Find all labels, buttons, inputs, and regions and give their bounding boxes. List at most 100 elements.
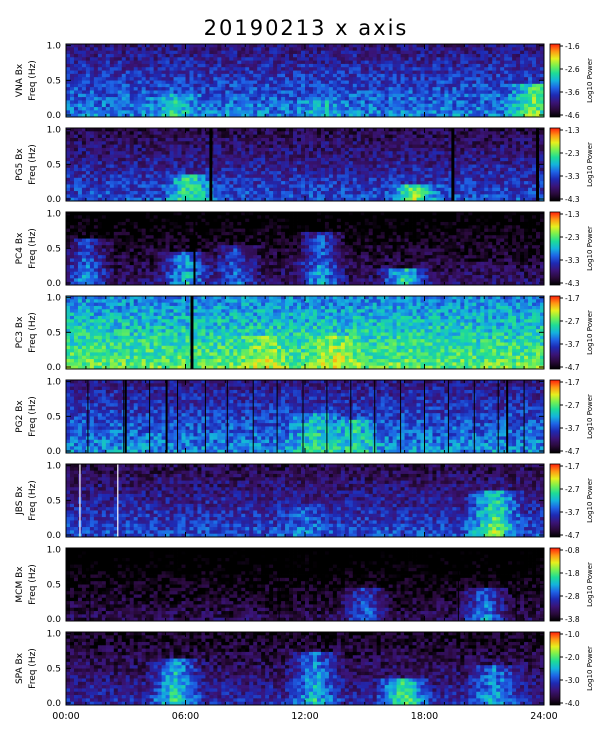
y-tick-label: 0.5 bbox=[47, 160, 61, 170]
colorbar-tick-label: -2.3 bbox=[565, 149, 580, 158]
colorbar-tick-label: -1.3 bbox=[565, 126, 580, 135]
y-axis-label: Freq (Hz) bbox=[28, 228, 38, 269]
data-gap bbox=[536, 128, 540, 201]
y-tick-label: 0.0 bbox=[47, 699, 62, 709]
colorbar-tick-label: -4.3 bbox=[565, 195, 580, 204]
colorbar-tick-label: -1.7 bbox=[565, 462, 580, 471]
colorbar-tick-label: -4.0 bbox=[565, 699, 580, 708]
colorbar-label: Log10 Power bbox=[586, 478, 594, 523]
station-label: JBS Bx bbox=[15, 485, 25, 515]
colorbar bbox=[549, 547, 561, 622]
y-tick-label: 1.0 bbox=[47, 42, 62, 52]
y-axis-label: Freq (Hz) bbox=[28, 144, 38, 185]
colorbar-tick-label: -3.7 bbox=[565, 508, 580, 517]
colorbar bbox=[549, 295, 561, 370]
y-tick-label: 0.0 bbox=[47, 279, 62, 289]
y-tick-label: 0.0 bbox=[47, 111, 62, 121]
y-tick-label: 0.0 bbox=[47, 531, 62, 541]
colorbar-tick-label: -4.7 bbox=[565, 531, 580, 540]
colorbar-tick-label: -3.3 bbox=[565, 172, 580, 181]
x-tick-label: 12:00 bbox=[291, 711, 318, 722]
station-label: PG2 Bx bbox=[15, 400, 25, 433]
data-gap bbox=[209, 128, 213, 201]
colorbar-tick-label: -3.7 bbox=[565, 424, 580, 433]
panel-5: 0.0 0.5 1.0 PG2 Bx Freq (Hz) -1.7 -2.7 -3.7 -4.7… bbox=[15, 378, 594, 457]
station-label: PG5 Bx bbox=[15, 148, 25, 181]
y-tick-label: 1.0 bbox=[47, 546, 62, 556]
panel-1: 0.0 0.5 1.0 VNA Bx Freq (Hz) -1.6 -2.6 -3.6 -4.6… bbox=[15, 42, 594, 121]
x-tick-label: 06:00 bbox=[172, 711, 199, 722]
y-axis-label: Freq (Hz) bbox=[28, 312, 38, 353]
y-tick-label: 1.0 bbox=[47, 378, 62, 388]
station-label: PC4 Bx bbox=[15, 232, 25, 264]
colorbar-tick-label: -4.7 bbox=[565, 363, 580, 372]
colorbar-label: Log10 Power bbox=[586, 394, 594, 439]
colorbar-label: Log10 Power bbox=[586, 562, 594, 607]
colorbar-tick-label: -4.7 bbox=[565, 447, 580, 456]
colorbar-tick-label: -2.7 bbox=[565, 401, 580, 410]
colorbar-tick-label: -2.7 bbox=[565, 317, 580, 326]
colorbar-tick-label: -2.7 bbox=[565, 485, 580, 494]
station-label: MCM Bx bbox=[15, 566, 25, 603]
colorbar-tick-label: -3.8 bbox=[565, 615, 580, 624]
panel-8: 0.0 0.5 1.0 SPA Bx Freq (Hz) -1.0 -2.0 -3.0 -4.0… bbox=[15, 630, 594, 709]
data-gap bbox=[190, 296, 194, 369]
x-tick-label: 00:00 bbox=[52, 711, 79, 722]
y-tick-label: 1.0 bbox=[47, 210, 62, 220]
colorbar bbox=[549, 379, 561, 454]
colorbar-label: Log10 Power bbox=[586, 226, 594, 271]
panel-7: 0.0 0.5 1.0 MCM Bx Freq (Hz) -0.8 -1.8 -2.8 -3.8… bbox=[15, 546, 594, 625]
y-axis-label: Freq (Hz) bbox=[28, 648, 38, 689]
x-tick-label: 24:00 bbox=[530, 711, 557, 722]
y-axis-label: Freq (Hz) bbox=[28, 396, 38, 437]
colorbar-tick-label: -3.7 bbox=[565, 340, 580, 349]
colorbar-tick-label: -3.0 bbox=[565, 676, 580, 685]
colorbar bbox=[549, 127, 561, 202]
colorbar-tick-label: -2.0 bbox=[565, 653, 580, 662]
y-tick-label: 1.0 bbox=[47, 294, 62, 304]
data-gap bbox=[506, 380, 509, 453]
station-label: PC3 Bx bbox=[15, 316, 25, 348]
y-tick-label: 0.0 bbox=[47, 195, 62, 205]
panel-6: 0.0 0.5 1.0 JBS Bx Freq (Hz) -1.7 -2.7 -3.7 -4.7… bbox=[15, 462, 594, 541]
y-tick-label: 0.5 bbox=[47, 664, 61, 674]
colorbar-tick-label: -3.3 bbox=[565, 256, 580, 265]
y-tick-label: 0.0 bbox=[47, 615, 62, 625]
y-tick-label: 0.5 bbox=[47, 496, 61, 506]
x-tick-label: 18:00 bbox=[411, 711, 438, 722]
y-axis-label: Freq (Hz) bbox=[28, 60, 38, 101]
y-tick-label: 0.0 bbox=[47, 363, 62, 373]
y-tick-label: 1.0 bbox=[47, 462, 62, 472]
y-tick-label: 1.0 bbox=[47, 630, 62, 640]
colorbar-label: Log10 Power bbox=[586, 142, 594, 187]
panel-2: 0.0 0.5 1.0 PG5 Bx Freq (Hz) -1.3 -2.3 -3.3 -4.3… bbox=[15, 126, 594, 205]
colorbar-tick-label: -2.6 bbox=[565, 65, 580, 74]
colorbar bbox=[549, 43, 561, 118]
y-tick-label: 0.5 bbox=[47, 328, 61, 338]
colorbar-label: Log10 Power bbox=[586, 310, 594, 355]
colorbar-tick-label: -1.7 bbox=[565, 378, 580, 387]
panel-4: 0.0 0.5 1.0 PC3 Bx Freq (Hz) -1.7 -2.7 -3.7 -4.7… bbox=[15, 294, 594, 373]
colorbar bbox=[549, 211, 561, 286]
colorbar-tick-label: -2.8 bbox=[565, 592, 580, 601]
colorbar-tick-label: -0.8 bbox=[565, 546, 580, 555]
data-gap bbox=[165, 380, 168, 453]
y-axis-label: Freq (Hz) bbox=[28, 480, 38, 521]
station-label: SPA Bx bbox=[15, 652, 25, 684]
y-tick-label: 1.0 bbox=[47, 126, 62, 136]
colorbar-tick-label: -1.7 bbox=[565, 294, 580, 303]
colorbar-tick-label: -1.8 bbox=[565, 569, 580, 578]
y-tick-label: 0.5 bbox=[47, 244, 61, 254]
colorbar-tick-label: -4.6 bbox=[565, 111, 580, 120]
station-label: VNA Bx bbox=[15, 63, 25, 97]
data-gap bbox=[124, 380, 127, 453]
data-gap bbox=[193, 212, 196, 285]
colorbar-tick-label: -1.6 bbox=[565, 42, 580, 51]
y-tick-label: 0.5 bbox=[47, 580, 61, 590]
y-tick-label: 0.5 bbox=[47, 412, 61, 422]
panel-3: 0.0 0.5 1.0 PC4 Bx Freq (Hz) -1.3 -2.3 -3.3 -4.3… bbox=[15, 210, 594, 289]
chart-title: 20190213 x axis bbox=[0, 16, 612, 40]
colorbar-label: Log10 Power bbox=[586, 58, 594, 103]
colorbar-label: Log10 Power bbox=[586, 646, 594, 691]
